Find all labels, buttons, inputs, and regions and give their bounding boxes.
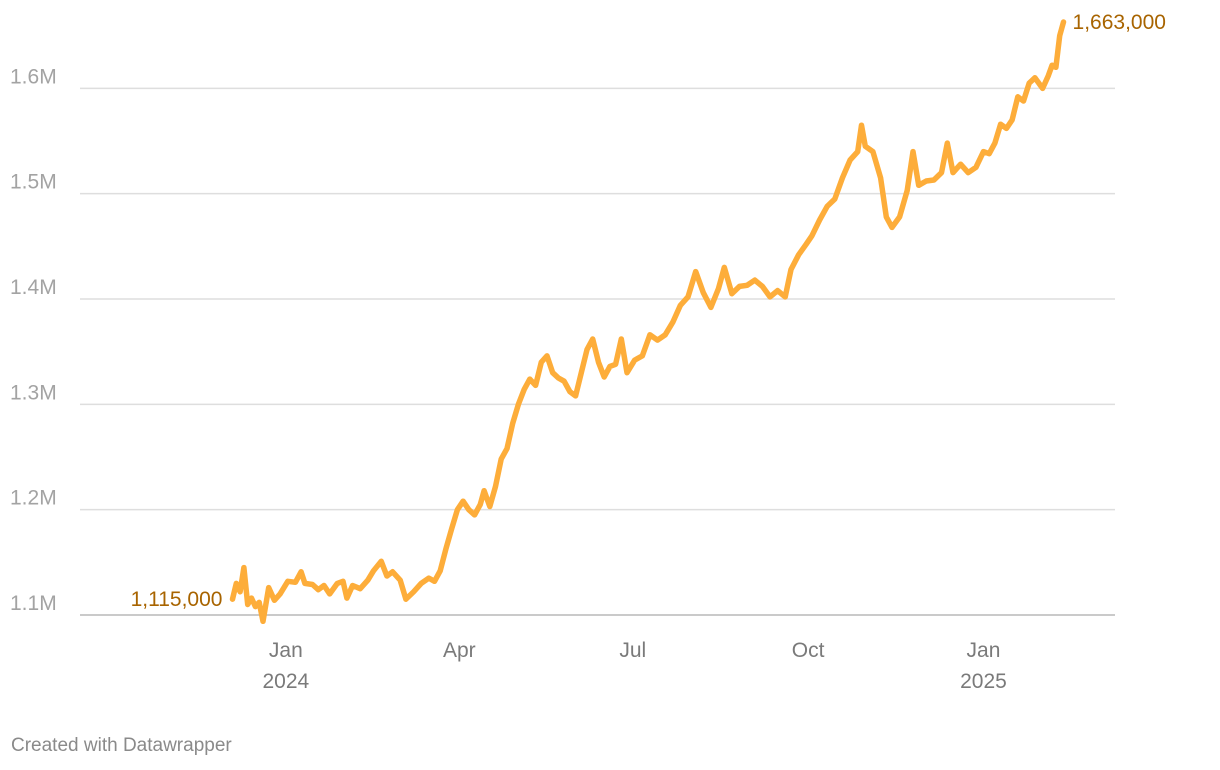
y-tick-label: 1.3M xyxy=(10,381,57,404)
x-axis-ticks: Jan 2024 Apr Jul Oct Jan 2025 xyxy=(262,639,1006,693)
datawrapper-credit: Created with Datawrapper xyxy=(11,735,232,756)
y-axis-ticks: 1.1M 1.2M 1.3M 1.4M 1.5M 1.6M xyxy=(10,65,57,615)
x-tick-label: Jan xyxy=(967,639,1001,662)
x-tick-year-label: 2025 xyxy=(960,670,1007,693)
start-value-label: 1,115,000 xyxy=(131,588,223,611)
y-tick-label: 1.4M xyxy=(10,276,57,299)
x-tick-label: Oct xyxy=(792,639,825,662)
x-tick-year-label: 2024 xyxy=(262,670,309,693)
x-tick-label: Apr xyxy=(443,639,476,662)
y-tick-label: 1.5M xyxy=(10,171,57,194)
series-line xyxy=(229,19,1067,625)
grid-lines xyxy=(80,87,1115,616)
y-tick-label: 1.1M xyxy=(10,592,57,615)
x-tick-label: Jul xyxy=(619,639,646,662)
y-tick-label: 1.6M xyxy=(10,65,57,88)
end-value-label: 1,663,000 xyxy=(1073,11,1166,34)
y-tick-label: 1.2M xyxy=(10,487,57,510)
x-tick-label: Jan xyxy=(269,639,303,662)
